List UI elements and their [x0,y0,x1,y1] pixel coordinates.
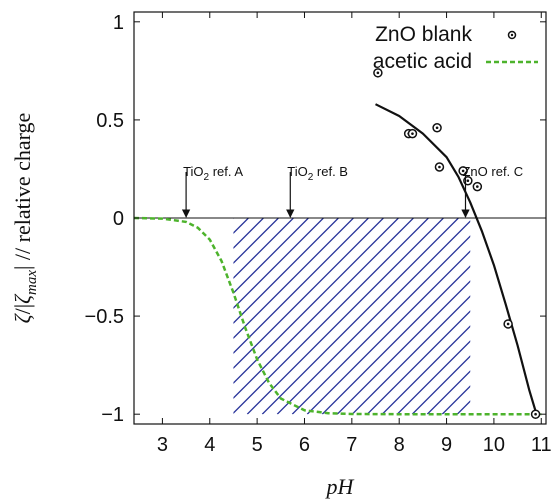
shaded-region-hatch [233,218,560,415]
data-point-zno-blank-center [376,71,380,75]
annotation-label-tio2-a: TiO2 ref. A [183,164,243,183]
data-point-zno-blank-center [435,126,439,130]
y-tick-label: 0.5 [96,110,124,132]
hatch-line [261,218,459,415]
hatch-line [233,218,249,234]
annotation-label-zno-c: ZnO ref. C [462,164,523,179]
legend-marker-zno-blank-inner [510,33,514,37]
hatch-line [396,340,471,415]
annotation-subscript: 2 [308,172,314,183]
hatch-line [233,218,279,264]
data-point-zno-blank-center [506,322,510,326]
hatch-line [306,250,471,415]
y-tick-label: 0 [113,208,124,230]
x-tick-label: 10 [483,434,505,456]
hatch-line [233,218,414,399]
series-acetic-acid-line [134,216,542,416]
hatch-line [336,280,471,415]
x-tick-label: 6 [299,434,310,456]
data-point-zno-blank-center [461,169,465,173]
data-point-zno-blank-center [411,132,414,135]
x-axis-label: pH [325,474,355,499]
reference-annotations: TiO2 ref. A TiO2 ref. B ZnO ref. C [181,164,523,218]
hatch-line [276,220,471,415]
x-tick-label: 4 [204,434,215,456]
x-tick-label: 8 [394,434,405,456]
hatch-line [233,218,354,339]
hatch-line [366,310,471,415]
hatch-line [291,235,471,415]
annotation-text-suffix: ref. A [209,164,243,179]
y-label-max-subscript: max [24,270,40,295]
hatch-line [233,218,369,354]
annotation-text: TiO [287,164,307,179]
legend: ZnO blank acetic acid [373,23,538,73]
x-tick-label: 5 [252,434,263,456]
data-point-zno-blank-center [476,185,479,188]
annotation-label-tio2-b: TiO2 ref. B [287,164,348,183]
hatch-line [381,325,471,415]
annotation-text: TiO [183,164,203,179]
annotation-text: ZnO ref. C [462,164,523,179]
annotation-text-suffix: ref. B [313,164,348,179]
hatch-line [233,218,294,279]
legend-label-acetic-acid: acetic acid [373,50,472,73]
y-label-zeta: ζ [10,312,35,323]
x-tick-label: 11 [531,434,552,456]
hatch-line [472,218,560,414]
series-layer [134,68,542,419]
hatch-line [487,218,560,414]
y-label-zeta-max: ζ [10,293,35,304]
hatch-line [233,218,309,294]
y-tick-label: 1 [113,12,124,34]
annotation-subscript: 2 [204,172,210,183]
hatch-line [426,370,471,415]
data-point-zno-blank-center [438,165,441,169]
data-point-zno-blank-center [466,179,470,183]
y-tick-label: −1 [101,404,124,426]
series-fit-curve [375,103,538,415]
data-point-zno-blank-center [534,412,537,416]
y-tick-label: −0.5 [85,306,124,328]
y-label-rest: | // relative charge [10,113,35,270]
y-label-slash: /| [10,304,35,315]
hatch-line [246,218,444,415]
legend-label-zno-blank: ZnO blank [375,23,472,46]
y-axis-label: ζ/|ζmax| // relative charge [10,113,40,324]
hatch-line [233,218,429,414]
x-tick-label: 9 [441,434,452,456]
x-tick-label: 3 [157,434,168,456]
hatch-line [233,218,324,309]
x-tick-label: 7 [346,434,357,456]
hatch-line [233,218,384,369]
hatch-line [321,265,471,415]
hatch-line [233,218,399,384]
hatch-line [411,355,471,415]
hatch-line [351,295,471,415]
